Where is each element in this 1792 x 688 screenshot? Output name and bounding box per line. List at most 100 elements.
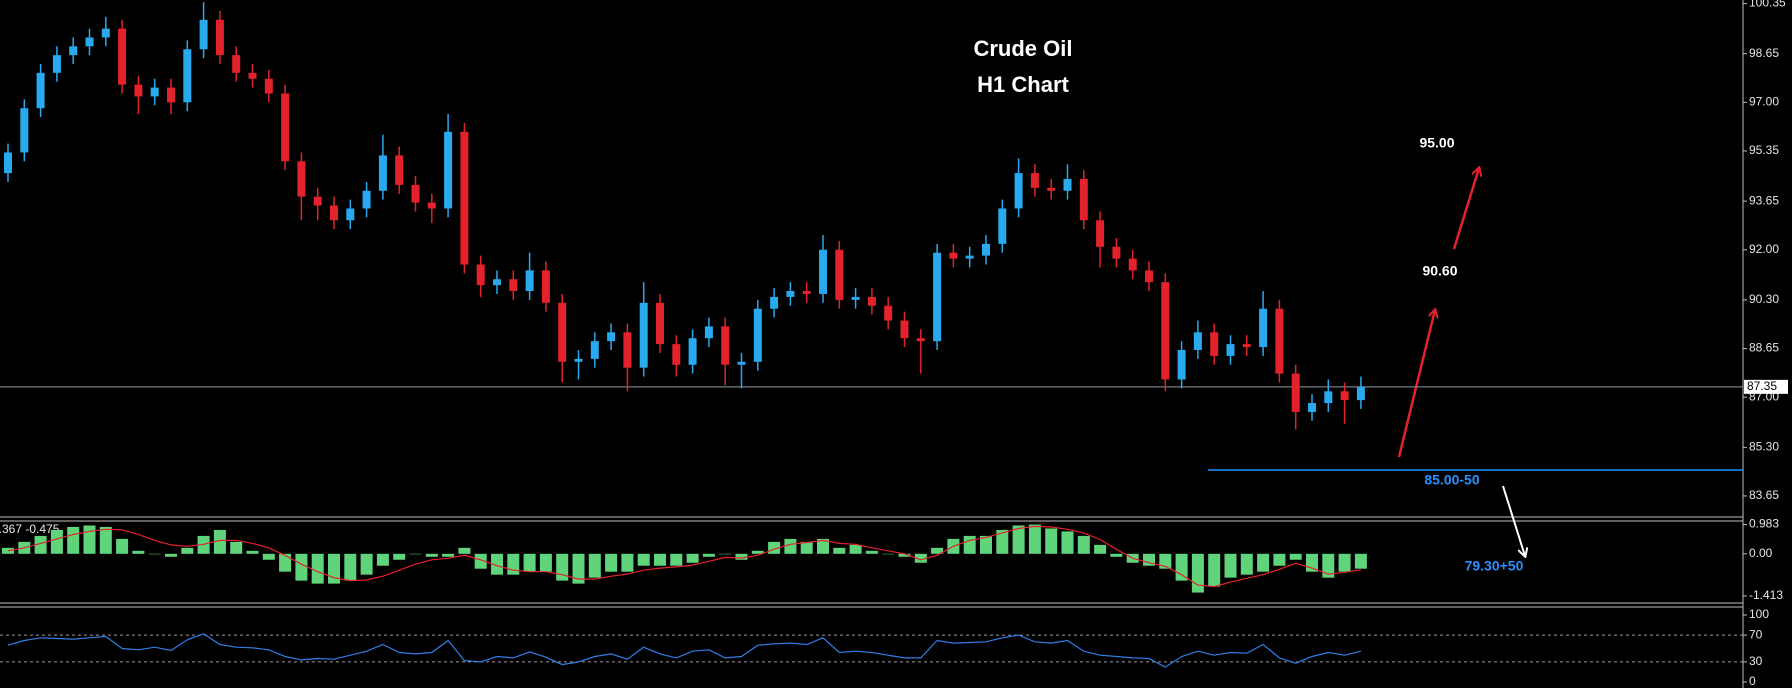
candle-body xyxy=(460,131,469,265)
candle-body xyxy=(36,72,45,109)
target-label: 95.00 xyxy=(1419,135,1454,151)
macd-bar xyxy=(311,553,324,584)
macd-bar xyxy=(474,553,487,569)
candle-body xyxy=(1014,173,1023,209)
macd-bar xyxy=(849,544,862,554)
macd-bar xyxy=(637,553,650,566)
candle-body xyxy=(607,332,616,342)
arrow xyxy=(1502,485,1525,556)
candle-body xyxy=(199,19,208,50)
candle-body xyxy=(721,326,730,365)
candle-body xyxy=(85,37,94,47)
y-tick-label: 88.65 xyxy=(1749,341,1779,355)
candle-body xyxy=(672,344,681,365)
candle-body xyxy=(541,270,550,303)
candle-body xyxy=(1356,386,1365,401)
macd-bar xyxy=(230,541,243,554)
candle-body xyxy=(1112,246,1121,259)
y-tick-label: 0.00 xyxy=(1749,546,1773,560)
y-tick-label: 0.983 xyxy=(1749,517,1779,531)
candle-body xyxy=(965,255,974,259)
candle-body xyxy=(378,155,387,191)
candle-body xyxy=(982,243,990,256)
macd-bar xyxy=(751,550,764,554)
candle-body xyxy=(150,87,159,97)
macd-bar xyxy=(246,550,259,554)
macd-bar xyxy=(702,553,715,557)
macd-bar xyxy=(34,535,47,554)
candle-body xyxy=(590,341,599,359)
macd-bar xyxy=(1094,544,1107,554)
macd-bar xyxy=(588,553,601,578)
macd-bar xyxy=(491,553,503,575)
support-label: 85.00-50 xyxy=(1424,472,1479,488)
candle-body xyxy=(1324,391,1333,404)
candle-body xyxy=(330,205,338,221)
candle-body xyxy=(264,78,273,94)
macd-bar xyxy=(328,553,340,584)
candle-body xyxy=(4,152,12,174)
y-tick-label: 90.30 xyxy=(1749,292,1779,306)
candle-body xyxy=(802,291,811,294)
candle-body xyxy=(248,72,257,79)
macd-bar xyxy=(2,547,14,554)
macd-bar xyxy=(213,529,226,554)
macd-bar xyxy=(670,553,683,566)
macd-bar xyxy=(67,526,80,554)
candle-body xyxy=(134,84,143,97)
candle-body xyxy=(167,87,175,103)
macd-bar xyxy=(1061,531,1074,554)
candle-body xyxy=(688,338,697,365)
candle-body xyxy=(476,264,485,286)
candle-body xyxy=(101,28,110,38)
candle-body xyxy=(232,55,241,73)
macd-bar xyxy=(295,553,308,581)
y-tick-label: -1.413 xyxy=(1749,588,1783,602)
macd-bar xyxy=(621,553,634,572)
candle-body xyxy=(623,332,632,368)
macd-bar xyxy=(1191,553,1204,593)
candle-body xyxy=(1291,373,1300,412)
y-tick-label: 95.35 xyxy=(1749,143,1779,157)
y-tick-label: 100 xyxy=(1749,607,1769,621)
macd-bar xyxy=(1354,553,1367,569)
candle-body xyxy=(867,296,876,306)
macd-bar xyxy=(980,535,992,554)
target-label: 90.60 xyxy=(1422,263,1457,279)
candle-body xyxy=(313,196,322,206)
macd-bar xyxy=(865,550,878,554)
macd-bar xyxy=(360,553,373,575)
macd-bar xyxy=(83,525,96,554)
candle-body xyxy=(737,361,746,365)
y-tick-label: 93.65 xyxy=(1749,193,1779,207)
candle-body xyxy=(52,55,61,73)
macd-bar xyxy=(784,538,797,554)
rsi-line xyxy=(7,633,1362,668)
candle-body xyxy=(1047,187,1056,191)
target-label: 79.30+50 xyxy=(1465,558,1524,574)
macd-bar xyxy=(1224,553,1237,578)
macd-bar xyxy=(1273,553,1286,566)
macd-bar xyxy=(963,535,976,554)
candle-body xyxy=(900,320,909,339)
candle-body xyxy=(1242,344,1251,348)
candle-body xyxy=(1193,332,1202,350)
macd-bar xyxy=(442,553,455,557)
y-tick-label: 100.35 xyxy=(1749,0,1786,10)
macd-bar xyxy=(539,553,552,572)
macd-bar xyxy=(931,547,944,554)
candle-body xyxy=(558,302,567,362)
y-tick-label: 97.00 xyxy=(1749,94,1779,108)
candle-body xyxy=(183,49,192,103)
macd-bar xyxy=(279,553,292,572)
macd-bar xyxy=(523,553,536,572)
y-tick-label: 92.00 xyxy=(1749,242,1779,256)
candle-body xyxy=(1161,282,1170,380)
chart-title: Crude Oil xyxy=(973,36,1072,61)
candle-body xyxy=(444,131,453,209)
macd-bar xyxy=(882,553,895,555)
macd-bar xyxy=(1110,553,1123,557)
candle-body xyxy=(949,252,958,259)
